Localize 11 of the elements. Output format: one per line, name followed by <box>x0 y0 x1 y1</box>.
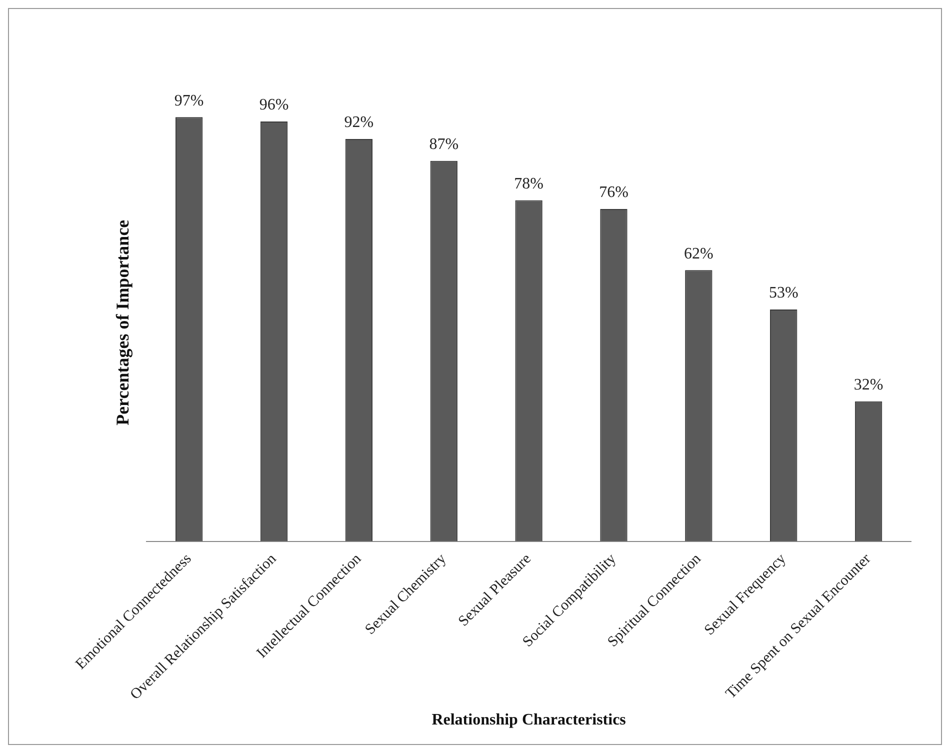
data-label: 62% <box>684 245 714 262</box>
x-axis-title: Relationship Characteristics <box>432 712 626 729</box>
data-label: 87% <box>429 136 459 154</box>
data-label: 78% <box>514 175 544 192</box>
data-label: 92% <box>344 114 374 132</box>
data-label: 97% <box>174 92 204 110</box>
data-label: 76% <box>599 184 628 202</box>
data-label: 53% <box>768 284 798 302</box>
y-axis-title: Percentages of Importance <box>112 220 132 426</box>
data-label: 32% <box>854 376 884 394</box>
data-label: 96% <box>259 96 289 114</box>
